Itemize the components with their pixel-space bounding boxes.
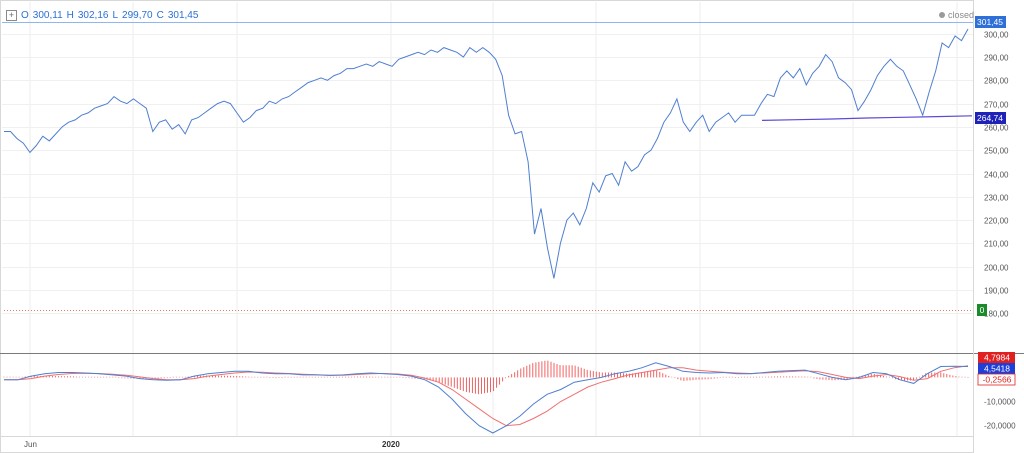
plot-area — [0, 0, 974, 453]
price-tick: 250,00 — [984, 147, 1009, 156]
price-tick: 240,00 — [984, 171, 1009, 180]
svg-text:-0,2566: -0,2566 — [983, 375, 1012, 385]
svg-text:4,7984: 4,7984 — [984, 353, 1010, 363]
status-dot-icon — [938, 12, 945, 18]
macd-histogram-badge: -0,2566 — [977, 373, 1016, 386]
macd-value-badge: 4,5418 — [978, 363, 1015, 374]
macd-tick: -10,0000 — [984, 398, 1016, 407]
macd-line — [4, 362, 969, 434]
price-axis: 180,00 190,00 200,00 210,00 220,00 230,00 240,… — [984, 31, 1009, 319]
vertical-grid — [29, 2, 958, 436]
price-tick: 220,00 — [984, 217, 1009, 226]
add-indicator-icon[interactable]: + — [6, 10, 17, 21]
price-tick: 200,00 — [984, 264, 1009, 273]
time-axis: Jun 2020 — [24, 440, 400, 449]
price-tick: 270,00 — [984, 101, 1009, 110]
price-series-line — [4, 28, 969, 279]
zero-badge: 0 — [977, 304, 987, 316]
moving-average-badge: 264,74 — [975, 112, 1006, 124]
close-label: C — [156, 10, 164, 21]
horizontal-grid — [2, 34, 973, 314]
price-tick: 180,00 — [984, 310, 1009, 319]
high-label: H — [66, 10, 74, 21]
time-tick-2020: 2020 — [382, 440, 400, 449]
market-status-label: closed — [947, 10, 974, 20]
macd-axis: -10,0000 -20,0000 — [984, 398, 1016, 431]
macd-histogram — [3, 360, 969, 395]
time-tick-jun: Jun — [24, 440, 37, 449]
last-price-badge: 301,45 — [975, 16, 1006, 28]
svg-text:301,45: 301,45 — [977, 17, 1003, 27]
price-tick: 300,00 — [984, 31, 1009, 40]
close-value: 301,45 — [167, 10, 199, 21]
price-tick: 290,00 — [984, 54, 1009, 63]
high-value: 302,16 — [77, 10, 109, 21]
open-label: O — [21, 10, 29, 21]
low-value: 299,70 — [122, 10, 153, 21]
low-label: L — [112, 10, 119, 21]
ohlc-legend: + O 300,11 H 302,16 L 299,70 C 301,45 — [6, 10, 198, 21]
moving-average-line — [761, 115, 973, 121]
macd-tick: -20,0000 — [984, 422, 1016, 431]
macd-signal-badge: 4,7984 — [978, 352, 1015, 363]
open-value: 300,11 — [32, 10, 63, 21]
svg-text:4,5418: 4,5418 — [984, 364, 1010, 374]
price-tick: 190,00 — [984, 287, 1009, 296]
price-tick: 230,00 — [984, 194, 1009, 203]
svg-text:0: 0 — [980, 305, 985, 315]
price-tick: 260,00 — [984, 124, 1009, 133]
price-tick: 210,00 — [984, 240, 1009, 249]
market-status: closed — [938, 10, 974, 20]
svg-text:264,74: 264,74 — [977, 113, 1003, 123]
price-tick: 280,00 — [984, 77, 1009, 86]
